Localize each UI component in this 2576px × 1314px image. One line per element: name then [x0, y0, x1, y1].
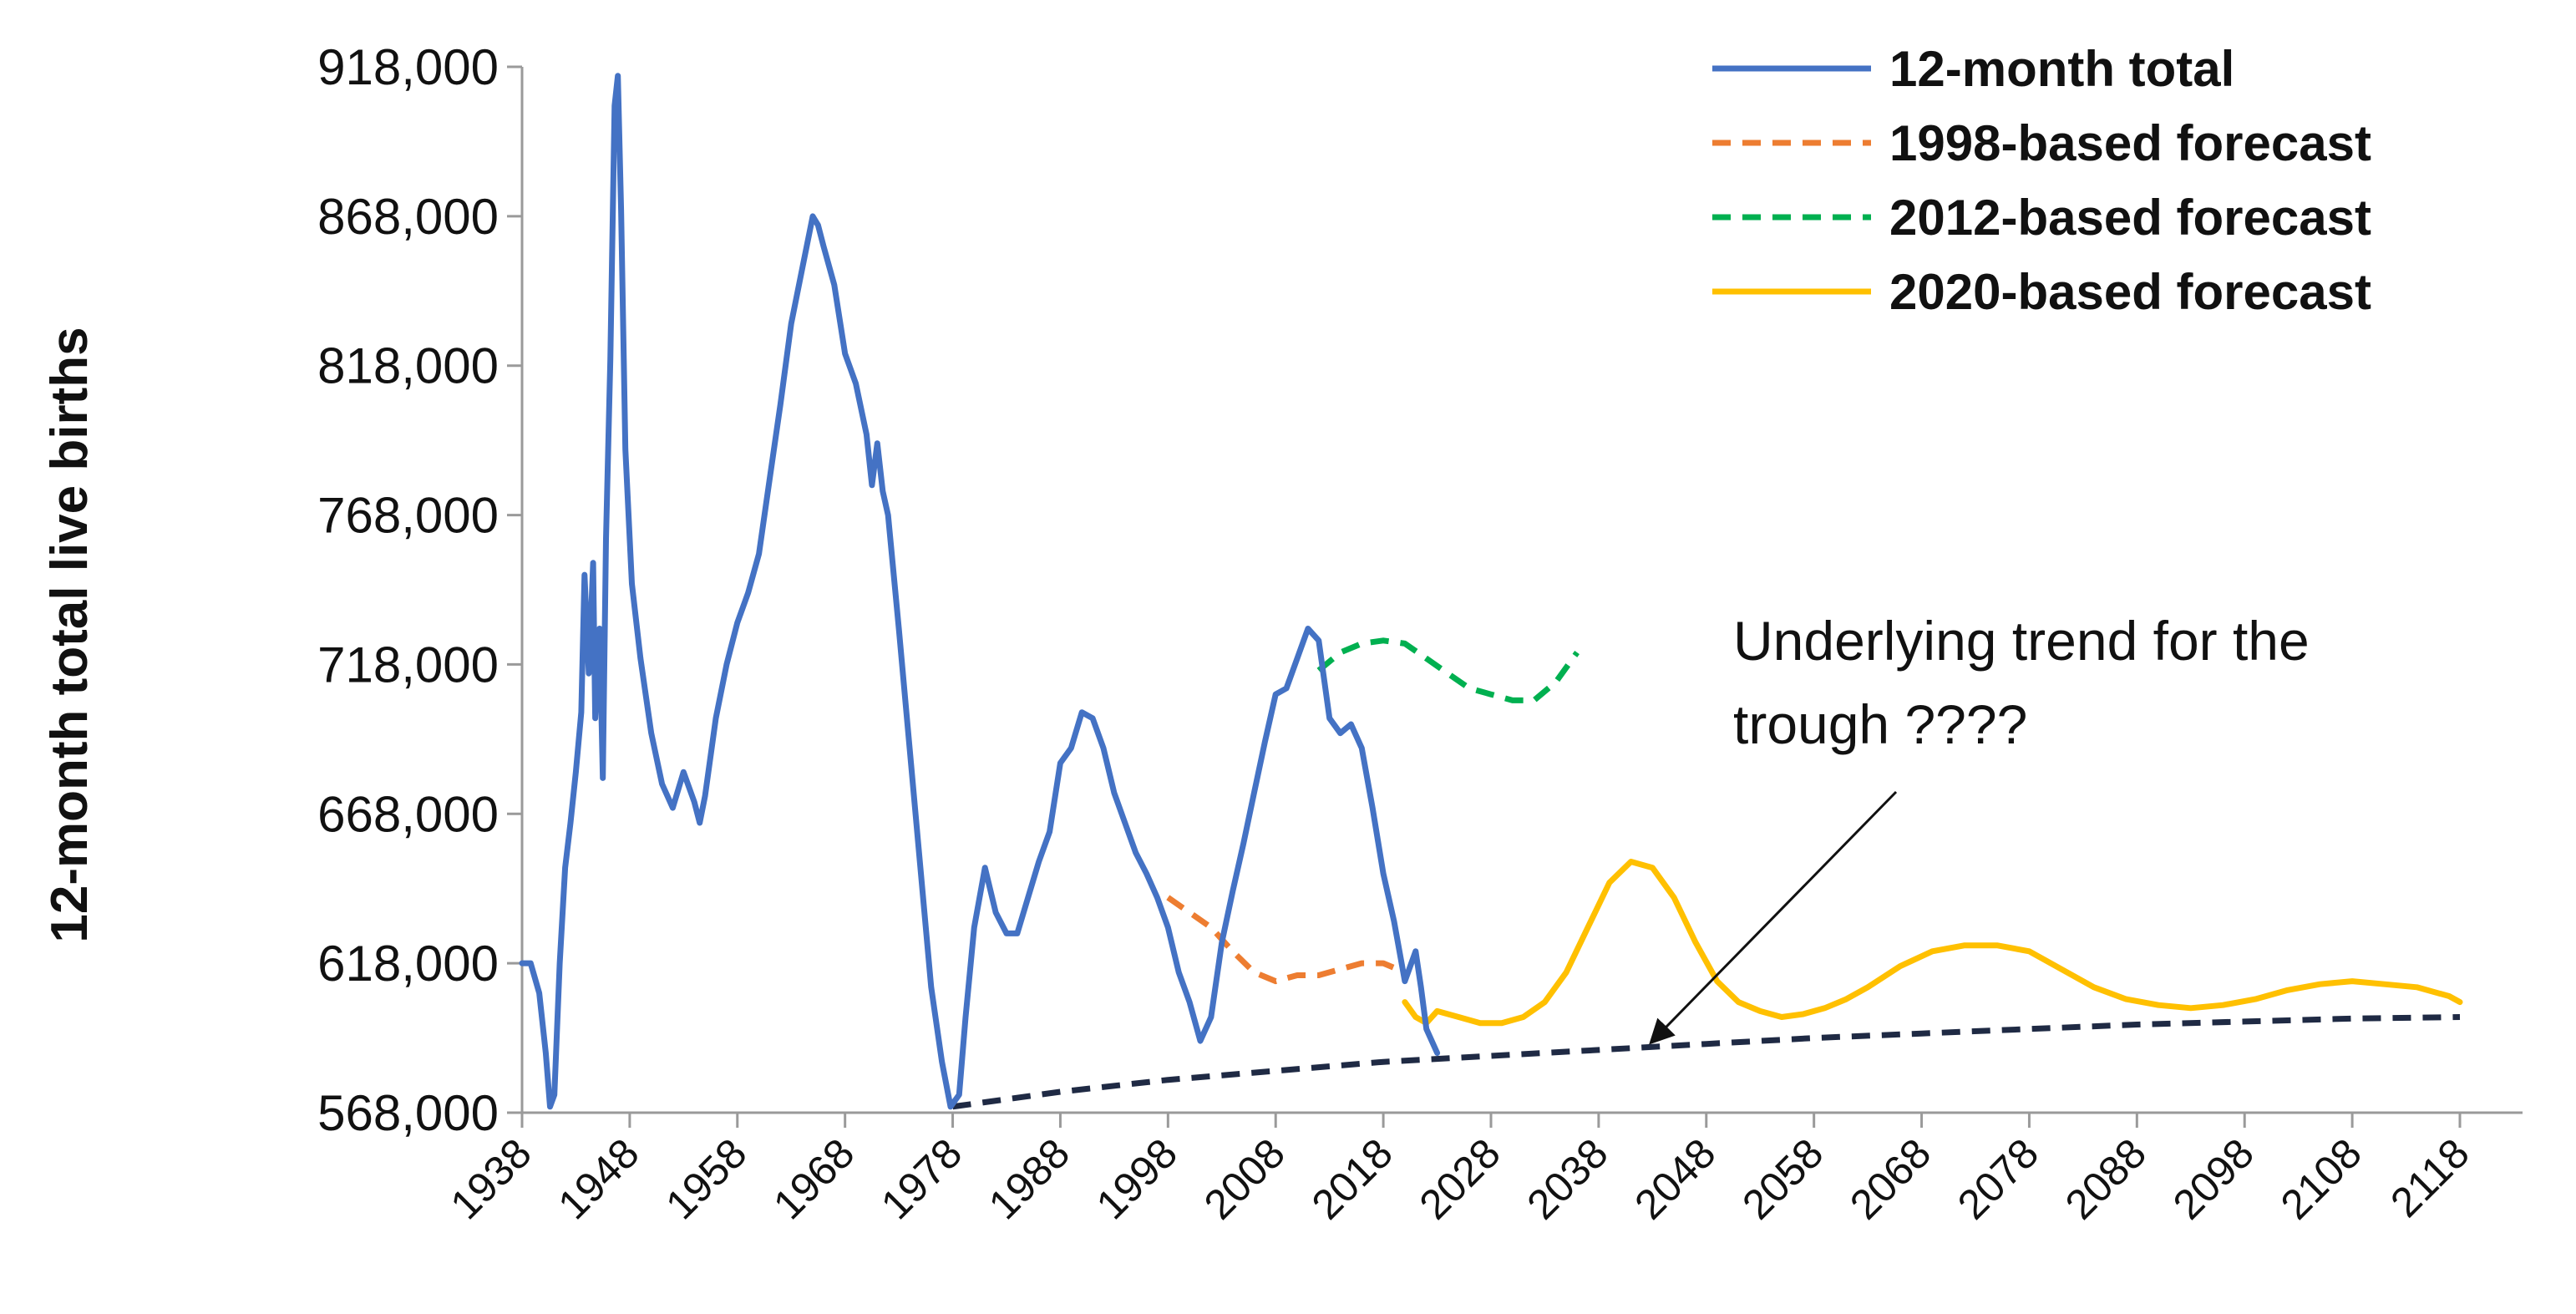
- series-line-3: [1402, 859, 2463, 1027]
- x-tick-label: 2078: [1949, 1129, 2047, 1228]
- legend: 12-month total 1998-based forecast 2012-ba…: [1712, 41, 2371, 320]
- x-tick-label: 2108: [2272, 1129, 2371, 1228]
- legend-label: 2020-based forecast: [1889, 264, 2371, 320]
- annotation-text-line: trough ????: [1733, 693, 2027, 755]
- x-tick-label: 2048: [1625, 1129, 1724, 1228]
- y-tick-labels: 568,000 618,000 668,000 718,000 768,000 818,0…: [317, 39, 522, 1141]
- x-tick-label: 1968: [764, 1129, 863, 1228]
- x-tick-label: 2068: [1841, 1129, 1940, 1228]
- y-tick-label: 818,000: [317, 338, 499, 394]
- y-tick-label: 868,000: [317, 189, 499, 245]
- annotation-text-line: Underlying trend for the: [1733, 610, 2310, 672]
- x-tick-label: 2038: [1518, 1129, 1616, 1228]
- series-line-4: [952, 1014, 2461, 1110]
- x-tick-label: 2008: [1195, 1129, 1294, 1228]
- legend-label: 12-month total: [1889, 41, 2234, 97]
- y-tick-label: 668,000: [317, 786, 499, 842]
- y-tick-label: 918,000: [317, 39, 499, 95]
- x-tick-label: 2098: [2164, 1129, 2263, 1228]
- x-tick-label: 2018: [1303, 1129, 1402, 1228]
- x-tick-label: 1958: [657, 1129, 755, 1228]
- x-tick-label: 2118: [2381, 1129, 2478, 1226]
- x-tick-labels: 1938 1948 1958 1968 1978 1988 1998 2008 2018 2028…: [442, 1113, 2478, 1228]
- y-tick-label: 568,000: [317, 1085, 499, 1141]
- annotation-arrow: [1649, 790, 1898, 1045]
- x-tick-label: 2088: [2056, 1129, 2155, 1228]
- annotation: Underlying trend for the trough ????: [1649, 610, 2310, 1045]
- series-line-2: [1316, 637, 1580, 703]
- x-tick-label: 1948: [549, 1129, 647, 1228]
- x-tick-label: 2058: [1733, 1129, 1832, 1228]
- legend-label: 1998-based forecast: [1889, 115, 2371, 171]
- x-tick-label: 1998: [1088, 1129, 1186, 1228]
- series-lines: [519, 73, 2463, 1110]
- series-line-1: [1166, 895, 1407, 985]
- x-tick-label: 1938: [442, 1129, 540, 1228]
- x-tick-label: 1988: [980, 1129, 1078, 1228]
- series-line-0: [519, 73, 1441, 1110]
- x-tick-label: 2028: [1411, 1129, 1509, 1228]
- y-tick-label: 768,000: [317, 488, 499, 544]
- x-tick-label: 1978: [872, 1129, 971, 1228]
- legend-label: 2012-based forecast: [1889, 190, 2371, 246]
- y-axis-title: 12-month total live births: [41, 327, 99, 942]
- y-tick-label: 618,000: [317, 936, 499, 992]
- y-tick-label: 718,000: [317, 637, 499, 693]
